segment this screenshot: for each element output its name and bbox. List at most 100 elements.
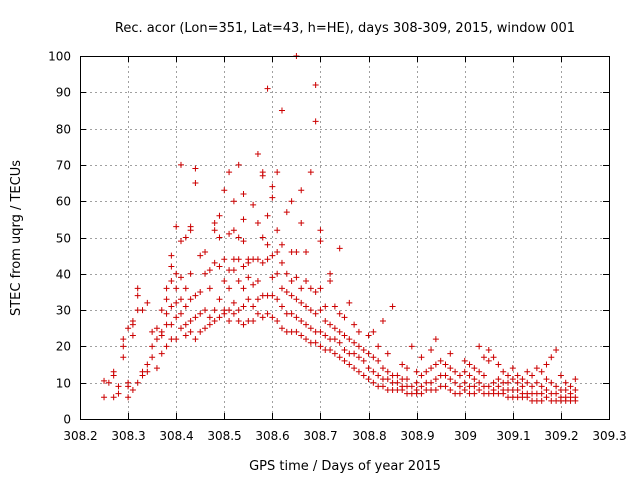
data-point <box>173 270 180 277</box>
data-point <box>101 394 108 401</box>
y-tick-label: 60 <box>56 195 71 209</box>
data-point <box>144 368 151 375</box>
data-point <box>187 227 194 234</box>
data-point <box>264 256 271 263</box>
data-point <box>216 263 223 270</box>
data-point <box>317 238 324 245</box>
data-point <box>485 383 492 390</box>
data-point <box>375 357 382 364</box>
data-point <box>274 227 281 234</box>
data-point <box>322 332 329 339</box>
data-point <box>274 317 281 324</box>
data-point <box>461 357 468 364</box>
data-point <box>235 278 242 285</box>
data-point <box>389 303 396 310</box>
data-point <box>375 343 382 350</box>
x-tick-label: 308.8 <box>352 429 386 443</box>
data-point <box>379 317 386 324</box>
data-point <box>533 365 540 372</box>
data-point <box>274 270 281 277</box>
data-point <box>509 365 516 372</box>
data-point <box>524 379 531 386</box>
data-point <box>303 249 310 256</box>
data-point <box>370 328 377 335</box>
data-point <box>153 325 160 332</box>
data-point <box>461 368 468 375</box>
data-point <box>432 361 439 368</box>
data-point <box>254 296 261 303</box>
data-point <box>293 274 300 281</box>
data-point <box>485 357 492 364</box>
data-point <box>163 310 170 317</box>
data-point <box>423 368 430 375</box>
y-tick-label: 20 <box>56 340 71 354</box>
data-point <box>480 372 487 379</box>
data-point <box>254 256 261 263</box>
data-point <box>360 357 367 364</box>
data-point <box>105 379 112 386</box>
x-tick-label: 309.1 <box>496 429 530 443</box>
chart-title: Rec. acor (Lon=351, Lat=43, h=HE), days … <box>115 21 575 36</box>
data-point <box>144 361 151 368</box>
data-point <box>336 310 343 317</box>
data-point <box>173 223 180 230</box>
data-point <box>365 376 372 383</box>
data-point <box>221 187 228 194</box>
data-point <box>456 383 463 390</box>
x-tick-label: 308.4 <box>159 429 193 443</box>
data-point <box>336 354 343 361</box>
data-point <box>211 227 218 234</box>
data-point <box>197 328 204 335</box>
data-point <box>230 227 237 234</box>
data-point <box>399 361 406 368</box>
data-point <box>226 285 233 292</box>
data-point <box>182 285 189 292</box>
data-point <box>182 321 189 328</box>
data-point <box>514 379 521 386</box>
data-point <box>211 317 218 324</box>
x-tick-label: 308.3 <box>111 429 145 443</box>
data-point <box>278 107 285 114</box>
data-point <box>168 263 175 270</box>
data-point <box>283 209 290 216</box>
data-point <box>461 386 468 393</box>
data-point <box>298 219 305 226</box>
data-point <box>240 303 247 310</box>
data-point <box>365 350 372 357</box>
data-point <box>120 354 127 361</box>
data-point <box>331 336 338 343</box>
data-point <box>351 321 358 328</box>
data-point <box>259 314 266 321</box>
data-point <box>226 317 233 324</box>
data-point <box>177 310 184 317</box>
data-point <box>211 307 218 314</box>
data-point <box>177 296 184 303</box>
grid <box>80 56 609 419</box>
data-point <box>543 376 550 383</box>
data-point <box>177 274 184 281</box>
data-point <box>187 317 194 324</box>
data-point <box>461 379 468 386</box>
data-point <box>240 285 247 292</box>
data-point <box>312 118 319 125</box>
data-point <box>303 278 310 285</box>
data-point <box>274 296 281 303</box>
data-point <box>312 82 319 89</box>
data-point <box>548 354 555 361</box>
data-point <box>553 390 560 397</box>
data-point <box>490 354 497 361</box>
data-point <box>370 368 377 375</box>
data-point <box>529 372 536 379</box>
data-point <box>437 357 444 364</box>
data-point <box>476 379 483 386</box>
y-axis-title: STEC from uqrg / TECUs <box>9 160 24 316</box>
data-point <box>158 307 165 314</box>
data-point <box>495 376 502 383</box>
data-point <box>413 386 420 393</box>
data-point <box>278 241 285 248</box>
data-point <box>269 292 276 299</box>
data-point <box>288 198 295 205</box>
x-tick-label: 309 <box>454 429 477 443</box>
data-point <box>269 194 276 201</box>
data-point <box>144 299 151 306</box>
